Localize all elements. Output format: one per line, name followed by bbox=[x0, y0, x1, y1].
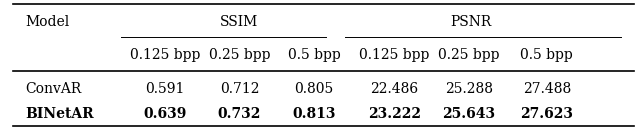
Text: 0.591: 0.591 bbox=[145, 82, 184, 96]
Text: 0.125 bpp: 0.125 bpp bbox=[130, 47, 200, 62]
Text: 27.623: 27.623 bbox=[520, 107, 573, 121]
Text: BINetAR: BINetAR bbox=[25, 107, 94, 121]
Text: PSNR: PSNR bbox=[450, 15, 492, 29]
Text: 23.222: 23.222 bbox=[368, 107, 421, 121]
Text: 0.805: 0.805 bbox=[294, 82, 333, 96]
Text: 0.25 bpp: 0.25 bpp bbox=[438, 47, 500, 62]
Text: ConvAR: ConvAR bbox=[25, 82, 81, 96]
Text: 22.486: 22.486 bbox=[371, 82, 419, 96]
Text: Model: Model bbox=[25, 15, 70, 29]
Text: SSIM: SSIM bbox=[220, 15, 259, 29]
Text: 25.288: 25.288 bbox=[445, 82, 493, 96]
Text: 0.25 bpp: 0.25 bpp bbox=[209, 47, 270, 62]
Text: 0.639: 0.639 bbox=[143, 107, 187, 121]
Text: 25.643: 25.643 bbox=[442, 107, 495, 121]
Text: 0.5 bpp: 0.5 bpp bbox=[287, 47, 340, 62]
Text: 0.5 bpp: 0.5 bpp bbox=[520, 47, 573, 62]
Text: 0.732: 0.732 bbox=[218, 107, 261, 121]
Text: 0.125 bpp: 0.125 bpp bbox=[360, 47, 430, 62]
Text: 0.712: 0.712 bbox=[220, 82, 259, 96]
Text: 27.488: 27.488 bbox=[523, 82, 571, 96]
Text: 0.813: 0.813 bbox=[292, 107, 335, 121]
